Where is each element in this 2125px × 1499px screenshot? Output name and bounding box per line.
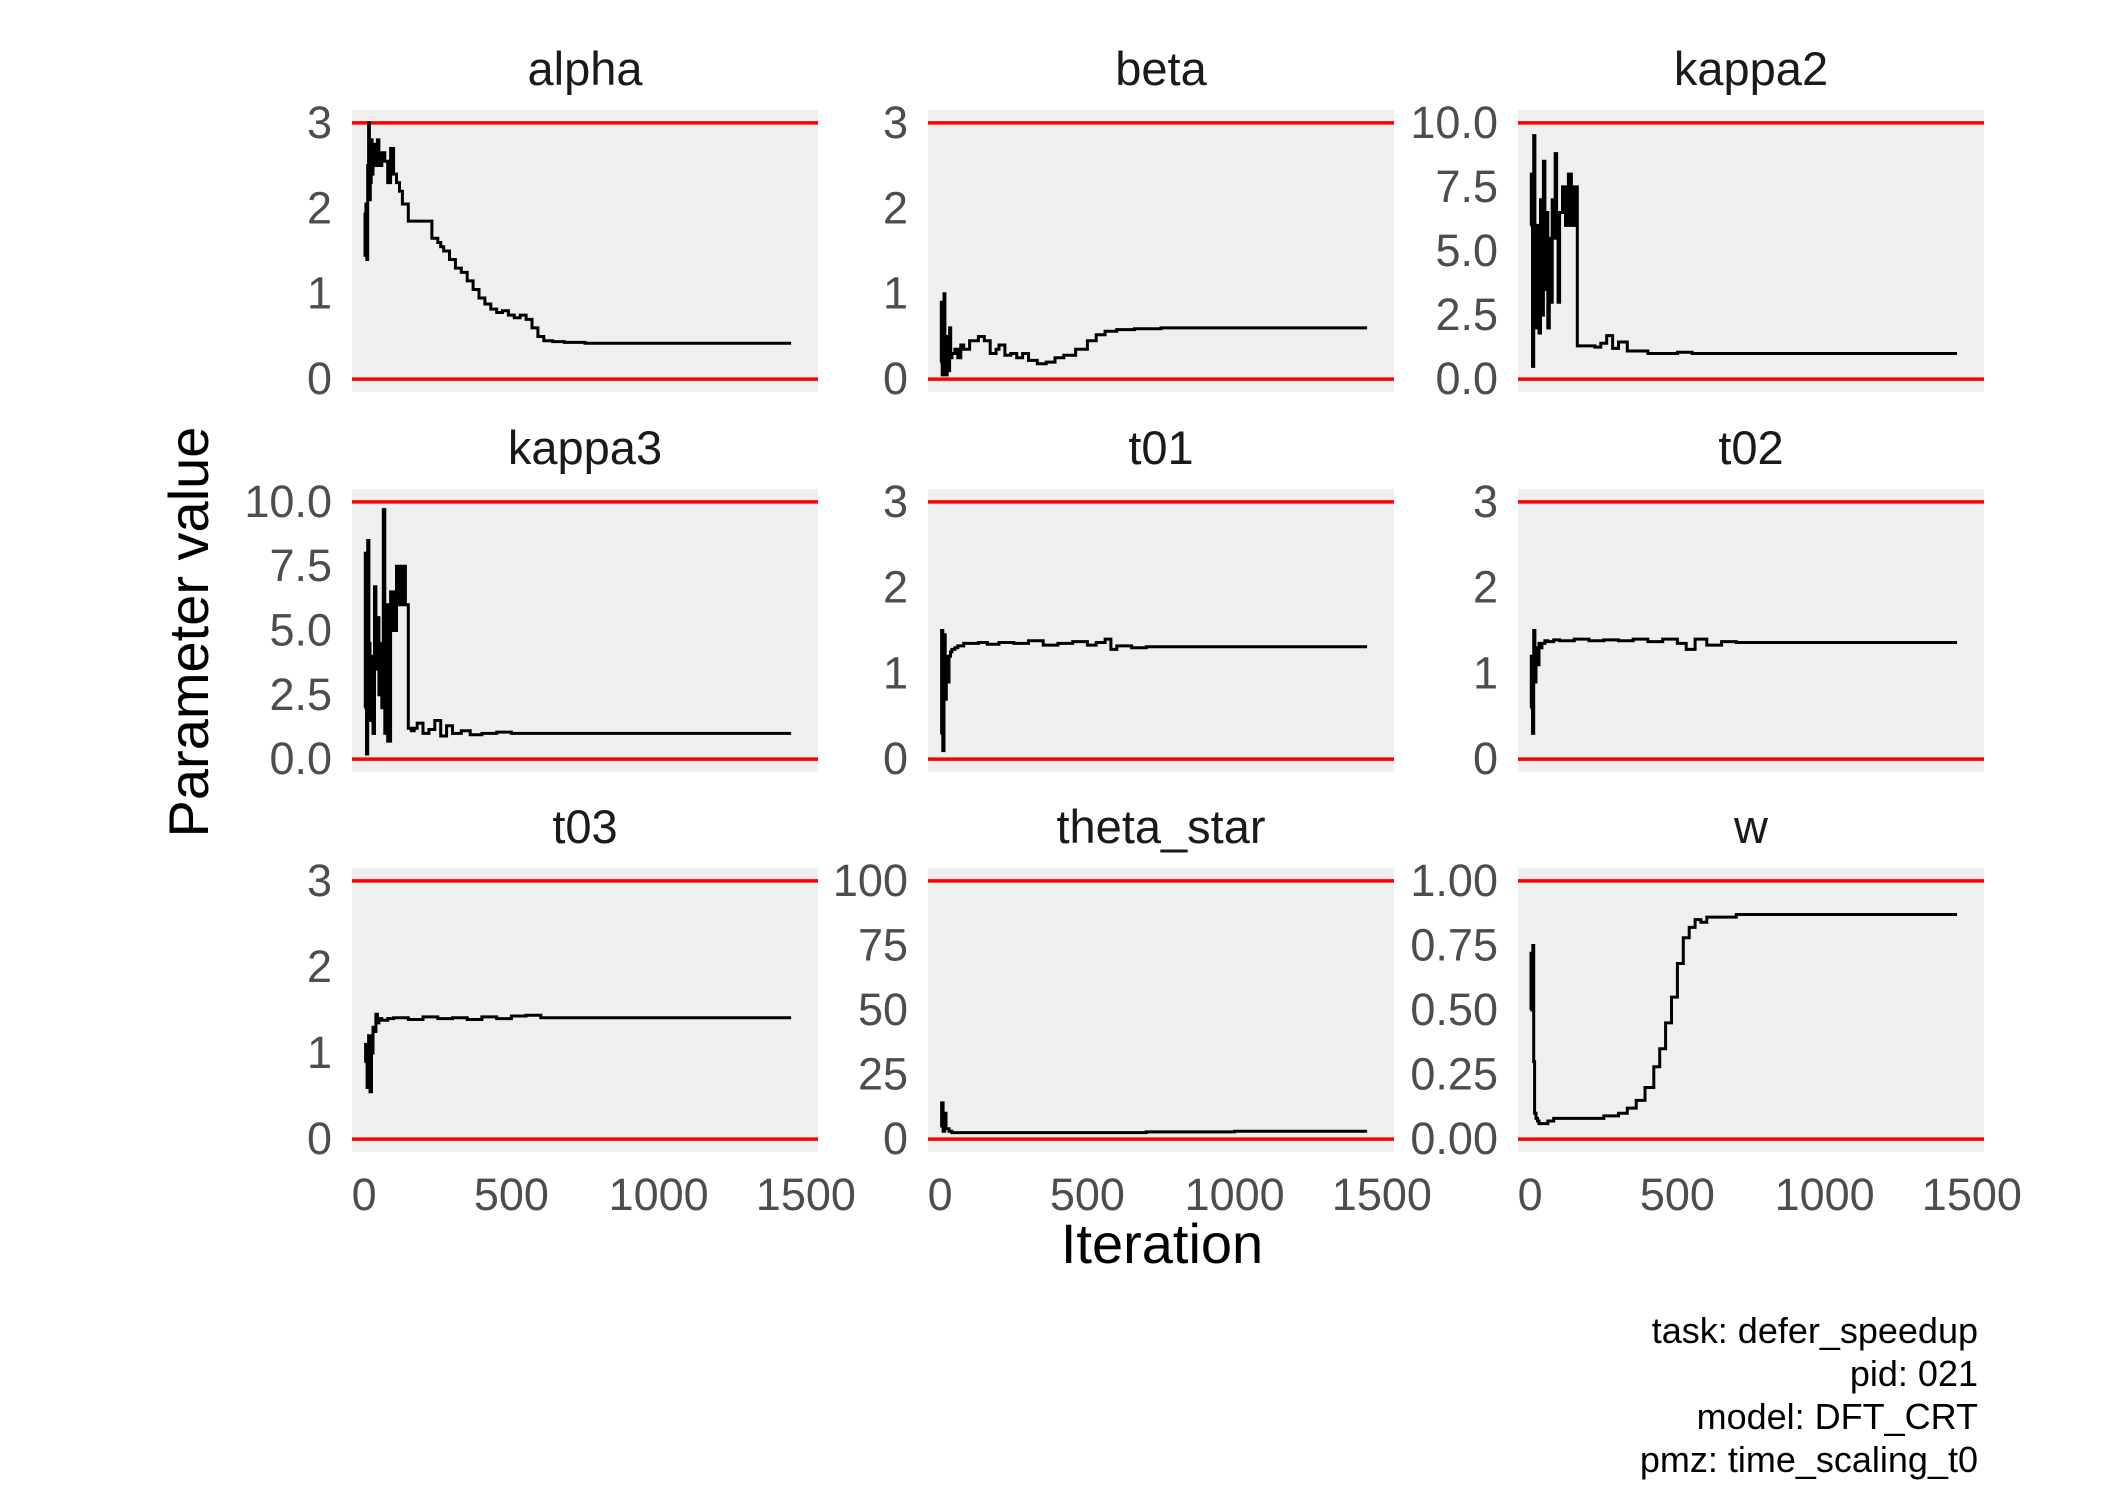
- y-tick-label: 0: [883, 733, 908, 784]
- y-tick-label: 10.0: [244, 476, 332, 527]
- y-tick-label: 75: [858, 919, 908, 970]
- x-tick-label: 0: [352, 1169, 377, 1220]
- trace-line: [1529, 913, 1958, 1126]
- y-tick-label: 0: [883, 1113, 908, 1164]
- trace-line: [363, 508, 792, 756]
- panel-background: [352, 489, 818, 772]
- y-tick-label: 0: [1473, 733, 1498, 784]
- panel-title: alpha: [528, 42, 644, 95]
- y-tick-label: 0: [307, 1113, 332, 1164]
- trace-line: [1529, 629, 1958, 735]
- y-tick-label: 0.50: [1410, 984, 1498, 1035]
- y-tick-label: 2.5: [1435, 289, 1498, 340]
- y-tick-label: 2: [1473, 562, 1498, 613]
- facet-panel-t02: t02 0 1 2 3: [1473, 421, 1984, 784]
- panel-title: beta: [1115, 42, 1207, 95]
- y-tick-label: 5.0: [269, 605, 332, 656]
- y-tick-label: 3: [307, 855, 332, 906]
- panel-title: t01: [1128, 421, 1193, 474]
- trace-line: [940, 629, 1368, 753]
- caption-line: pmz: time_scaling_t0: [1640, 1439, 1978, 1480]
- trace-line: [1529, 134, 1958, 368]
- panel-title: t02: [1718, 421, 1783, 474]
- y-tick-label: 2: [307, 182, 332, 233]
- caption-line: pid: 021: [1850, 1353, 1978, 1394]
- y-tick-label: 0: [307, 353, 332, 404]
- y-tick-label: 0.75: [1410, 919, 1498, 970]
- caption-block: task: defer_speedup pid: 021 model: DFT_…: [1640, 1310, 1978, 1480]
- x-tick-label: 500: [1640, 1169, 1715, 1220]
- y-tick-label: 3: [883, 476, 908, 527]
- caption-line: task: defer_speedup: [1652, 1310, 1978, 1351]
- y-tick-label: 1: [1473, 647, 1498, 698]
- facet-panel-t03: t03 0 1 2 3 0 500 1000 1500: [307, 800, 856, 1220]
- y-tick-label: 3: [883, 97, 908, 148]
- y-tick-label: 5.0: [1435, 225, 1498, 276]
- y-tick-label: 0.00: [1410, 1113, 1498, 1164]
- y-tick-label: 0.25: [1410, 1049, 1498, 1100]
- panel-title: kappa3: [508, 421, 662, 474]
- trace-line: [364, 1012, 792, 1094]
- panel-background: [1518, 489, 1984, 772]
- x-tick-label: 1000: [1775, 1169, 1875, 1220]
- y-tick-label: 1: [307, 1027, 332, 1078]
- panel-title: kappa2: [1674, 42, 1828, 95]
- y-tick-label: 7.5: [269, 540, 332, 591]
- x-tick-label: 1500: [1332, 1169, 1432, 1220]
- x-axis-title: Iteration: [1061, 1212, 1263, 1275]
- facet-panels: alpha0123beta0123kappa20.02.55.07.510.0k…: [244, 42, 2022, 1220]
- y-tick-label: 7.5: [1435, 161, 1498, 212]
- x-tick-label: 0: [928, 1169, 953, 1220]
- facet-panel-kappa3: kappa3 0.0 2.5 5.0 7.5 10.0: [244, 421, 818, 784]
- y-tick-label: 1.00: [1410, 855, 1498, 906]
- x-tick-label: 500: [1050, 1169, 1125, 1220]
- trace-line: [363, 121, 792, 345]
- trace-line: [939, 292, 1368, 377]
- panel-title: w: [1733, 800, 1769, 853]
- y-tick-label: 25: [858, 1049, 908, 1100]
- x-tick-label: 1000: [1185, 1169, 1285, 1220]
- x-tick-label: 0: [1518, 1169, 1543, 1220]
- y-tick-label: 100: [833, 855, 908, 906]
- x-tick-label: 1000: [609, 1169, 709, 1220]
- y-tick-label: 2: [307, 941, 332, 992]
- y-axis-title: Parameter value: [157, 427, 220, 838]
- y-tick-label: 1: [883, 647, 908, 698]
- x-tick-label: 1500: [1922, 1169, 2022, 1220]
- panel-background: [1518, 110, 1984, 392]
- facet-panel-kappa2: kappa2 0.0 2.5 5.0 7.5 10.0: [1410, 42, 1984, 404]
- facet-panel-t01: t01 0 1 2 3: [883, 421, 1394, 784]
- trace-line: [940, 1101, 1368, 1135]
- facet-panel-w: w 0.00 0.25 0.50 0.75 1.00 0 500 1000 1500: [1410, 800, 2022, 1220]
- y-tick-label: 10.0: [1410, 97, 1498, 148]
- y-tick-label: 0: [883, 353, 908, 404]
- y-tick-label: 1: [883, 268, 908, 319]
- caption-line: model: DFT_CRT: [1697, 1396, 1978, 1437]
- y-tick-label: 3: [307, 97, 332, 148]
- panel-background: [352, 110, 818, 392]
- panel-background: [1518, 868, 1984, 1152]
- x-tick-label: 1500: [756, 1169, 856, 1220]
- x-tick-label: 500: [474, 1169, 549, 1220]
- y-tick-label: 0.0: [269, 733, 332, 784]
- panel-background: [928, 489, 1394, 772]
- y-tick-label: 2: [883, 182, 908, 233]
- y-tick-label: 0.0: [1435, 353, 1498, 404]
- y-tick-label: 2.5: [269, 669, 332, 720]
- panel-title: t03: [552, 800, 617, 853]
- y-tick-label: 3: [1473, 476, 1498, 527]
- panel-background: [928, 868, 1394, 1152]
- panel-title: theta_star: [1056, 800, 1265, 853]
- y-tick-label: 50: [858, 984, 908, 1035]
- y-tick-label: 1: [307, 268, 332, 319]
- facet-panel-alpha: alpha 0 1 2 3: [307, 42, 818, 404]
- panel-background: [352, 868, 818, 1152]
- facet-panel-beta: beta 0 1 2 3: [883, 42, 1394, 404]
- y-tick-label: 2: [883, 562, 908, 613]
